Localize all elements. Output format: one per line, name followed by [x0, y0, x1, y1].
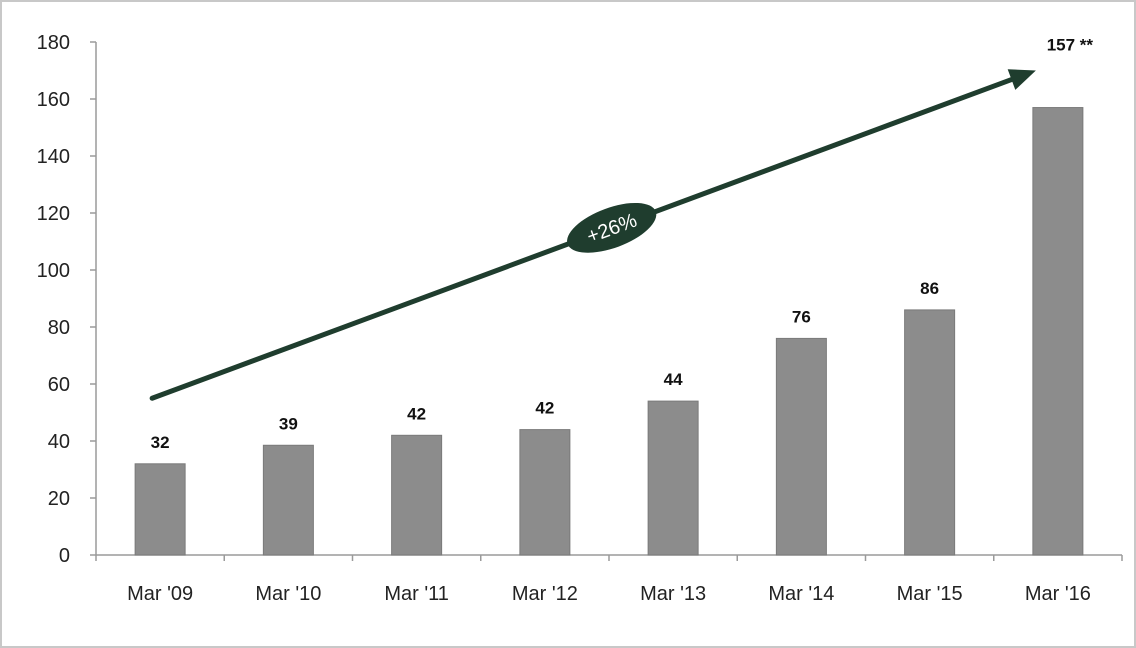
y-tick-label: 20	[48, 488, 70, 510]
x-tick-label: Mar '11	[384, 583, 449, 605]
x-axis: Mar '09 Mar '10 Mar '11 Mar '12 Mar '13 Mar '…	[95, 554, 1123, 605]
bar	[262, 444, 314, 556]
bar	[775, 337, 827, 556]
bar-series	[134, 107, 1084, 556]
y-tick-label: 0	[59, 545, 70, 567]
y-tick-label: 60	[48, 374, 70, 396]
bar	[519, 429, 571, 556]
y-tick-label: 120	[37, 203, 70, 225]
y-tick-label: 140	[37, 146, 70, 168]
data-label: 44	[664, 370, 683, 389]
data-label: 157 **	[1047, 36, 1094, 55]
y-tick-label: 160	[37, 89, 70, 111]
y-tick-label: 100	[37, 260, 70, 282]
bar	[134, 463, 186, 556]
x-tick-label: Mar '13	[640, 583, 706, 605]
x-tick-label: Mar '14	[768, 583, 834, 605]
data-label: 86	[920, 279, 939, 298]
bar	[1032, 107, 1084, 556]
y-tick-label: 80	[48, 317, 70, 339]
x-tick-label: Mar '16	[1025, 583, 1091, 605]
y-axis: 0 20 40 60 80 100 120 140 160 180	[37, 32, 97, 567]
data-label: 39	[279, 414, 298, 433]
bar	[647, 400, 699, 556]
bar	[904, 309, 956, 556]
data-label: 42	[407, 404, 426, 423]
y-tick-label: 40	[48, 431, 70, 453]
trend-arrow-head	[1007, 69, 1036, 90]
x-tick-label: Mar '10	[255, 583, 321, 605]
y-tick-label: 180	[37, 32, 70, 54]
bar	[391, 434, 443, 556]
x-tick-label: Mar '09	[127, 583, 193, 605]
x-tick-label: Mar '15	[897, 583, 963, 605]
data-label: 32	[151, 433, 170, 452]
data-label: 76	[792, 307, 811, 326]
data-label: 42	[535, 399, 554, 418]
growth-badge-bg	[567, 202, 657, 253]
x-tick-label: Mar '12	[512, 583, 578, 605]
data-labels: 32 39 42 42 44 76 86 157 **	[151, 36, 1094, 452]
